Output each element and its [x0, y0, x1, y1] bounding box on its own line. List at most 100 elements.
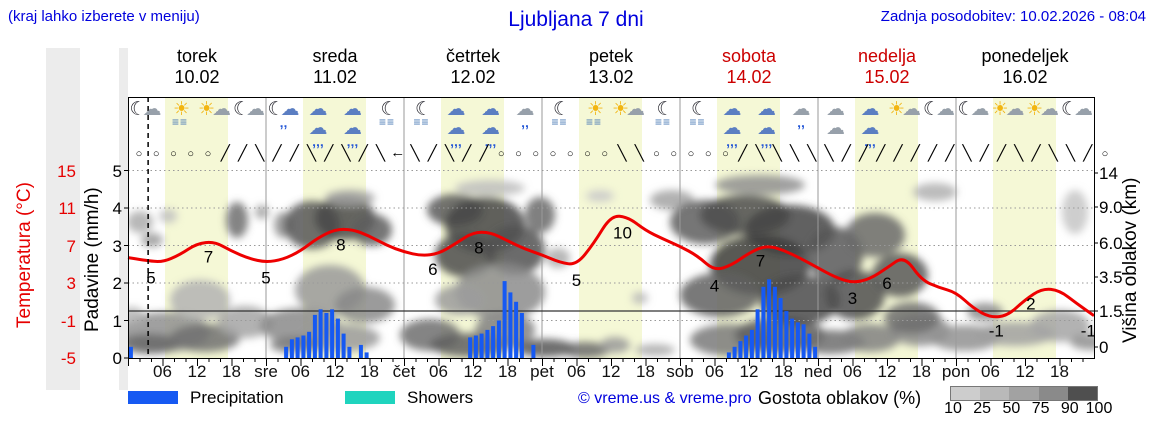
moon-fog-icon: ☾ ≡≡	[378, 99, 398, 129]
rain-icon: ☁☁ ‚‚‚	[757, 99, 776, 149]
wind-barb-icon: ←	[390, 144, 406, 161]
sun-cloud-icon: ☀☁	[197, 99, 232, 120]
sun-fog-icon: ☀ ≡≡	[585, 99, 604, 129]
svg-text:3: 3	[848, 289, 857, 308]
moon-fog-icon: ☾ ≡≡	[689, 99, 708, 129]
wind-calm-icon: ○	[687, 148, 695, 160]
wind-calm-icon: ○	[601, 148, 609, 160]
temp-tick: 3	[66, 274, 76, 293]
wind-barb-icon: ╱	[893, 145, 903, 162]
colorbar-segment	[980, 387, 1010, 400]
time-label: 18	[1050, 362, 1069, 381]
temp-tick: -5	[60, 349, 76, 368]
wind-barb-icon: ╱	[220, 145, 230, 162]
wind-calm-icon: ○	[584, 148, 591, 160]
colorbar-segment	[1067, 387, 1098, 400]
svg-text:8: 8	[336, 235, 345, 254]
time-label: 06	[291, 362, 310, 381]
temp-tick: 7	[66, 236, 76, 256]
wind-barb-icon: ╲	[306, 145, 317, 162]
temp-tick: -1	[60, 311, 76, 331]
day-date: 14.02	[726, 67, 772, 87]
svg-text:5: 5	[261, 268, 270, 287]
wind-barb-icon: ╲	[1014, 145, 1024, 162]
wind-calm-icon: ○	[152, 148, 160, 160]
svg-text:7: 7	[756, 251, 765, 270]
day-header: sobota 14.02	[680, 46, 818, 88]
precip-tick: 4	[112, 199, 122, 218]
svg-text:6: 6	[428, 260, 437, 279]
day-date: 13.02	[588, 67, 634, 87]
colorbar-segment	[951, 387, 981, 400]
time-label: 18	[222, 362, 241, 381]
wind-barb-icon: ╱	[272, 145, 282, 162]
temp-tick: 11	[58, 199, 76, 218]
moon-drizzle-icon: ☾☁ ‚‚	[267, 99, 300, 130]
rain-icon: ☁☁ ‚‚‚	[446, 99, 466, 149]
left-margin-strip-2	[119, 48, 128, 390]
wind-barb-icon: ╲	[375, 145, 386, 162]
wind-barb-icon: ╲	[962, 145, 972, 162]
showers-legend-swatch	[345, 391, 395, 404]
time-label: 18	[636, 362, 655, 381]
colorbar-tick-label: 50	[1002, 400, 1021, 417]
time-label: 18	[498, 362, 517, 381]
day-name: ponedeljek	[981, 46, 1069, 66]
moon-cloud-icon: ☾☁	[129, 99, 162, 120]
wind-barb-icon: ╲	[1048, 145, 1058, 162]
wind-calm-icon: ○	[1101, 148, 1109, 160]
wind-barb-icon: ╲	[634, 145, 644, 162]
wind-barb-icon: ╱	[289, 145, 299, 162]
showers-legend-label: Showers	[407, 388, 474, 407]
wind-barb-icon: ╲	[410, 145, 420, 162]
svg-text:-1: -1	[1081, 322, 1096, 341]
wind-barb-icon: ╲	[807, 145, 817, 162]
height-tick: 3.5	[1099, 268, 1123, 287]
time-label: 12	[739, 362, 759, 381]
moon-fog-icon: ☾ ≡≡	[551, 99, 570, 129]
menu-hint: (kraj lahko izberete v meniju)	[8, 8, 200, 25]
precipitation-legend-swatch	[128, 391, 178, 404]
wind-barb-icon: ╱	[910, 145, 920, 162]
day-name: sobota	[721, 46, 777, 66]
wind-barb-icon: ╱	[358, 145, 368, 162]
time-label: 12	[1015, 362, 1035, 381]
cloud-density-colorbar	[950, 386, 1098, 401]
wind-barb-icon: ╲	[444, 145, 455, 162]
colorbar-tick-label: 100	[1085, 400, 1113, 417]
left-margin-strip	[46, 48, 80, 390]
day-header: nedelja 15.02	[818, 46, 956, 88]
svg-text:6: 6	[882, 274, 891, 293]
wind-barb-icon: ╱	[324, 145, 334, 162]
drizzle-icon: ☁ ‚‚	[515, 99, 535, 130]
time-label: 06	[153, 362, 172, 381]
wind-calm-icon: ○	[515, 148, 522, 160]
temp-tick: 15	[57, 161, 76, 181]
last-update-timestamp: Zadnja posodobitev: 10.02.2026 - 08:04	[880, 8, 1146, 25]
wind-barb-icon: ╱	[841, 145, 851, 162]
cloud-density-legend-label: Gostota oblakov (%)	[758, 388, 922, 408]
colorbar-tick-label: 25	[973, 400, 992, 417]
wind-barb-icon: ╲	[255, 145, 265, 162]
sun-cloud-icon: ☀☁	[991, 99, 1025, 120]
day-name: četrtek	[445, 46, 501, 66]
wind-barb-icon: ╱	[945, 145, 955, 162]
height-tick: 6.0	[1099, 234, 1123, 253]
precip-tick: 3	[112, 236, 122, 256]
time-label: 18	[912, 362, 931, 381]
day-date: 12.02	[450, 67, 496, 87]
wind-barb-icon: ╱	[876, 145, 886, 162]
svg-text:-1: -1	[989, 322, 1004, 341]
wind-barb-icon: ╱	[858, 145, 869, 162]
wind-barb-icon: ╱	[427, 145, 437, 162]
page-title: Ljubljana 7 dni	[508, 8, 644, 31]
sun-cloud-icon: ☀☁	[887, 99, 922, 120]
svg-text:4: 4	[710, 277, 719, 296]
wind-calm-icon: ○	[187, 148, 195, 160]
precip-tick: 0	[112, 349, 122, 368]
sun-fog-icon: ☀ ≡≡	[171, 99, 190, 129]
wind-barb-icon: ╱	[979, 145, 989, 162]
time-label: sre	[254, 362, 278, 381]
copyright-link[interactable]: © vreme.us & vreme.pro	[578, 390, 752, 407]
moon-cloud-icon: ☾☁	[957, 99, 990, 120]
